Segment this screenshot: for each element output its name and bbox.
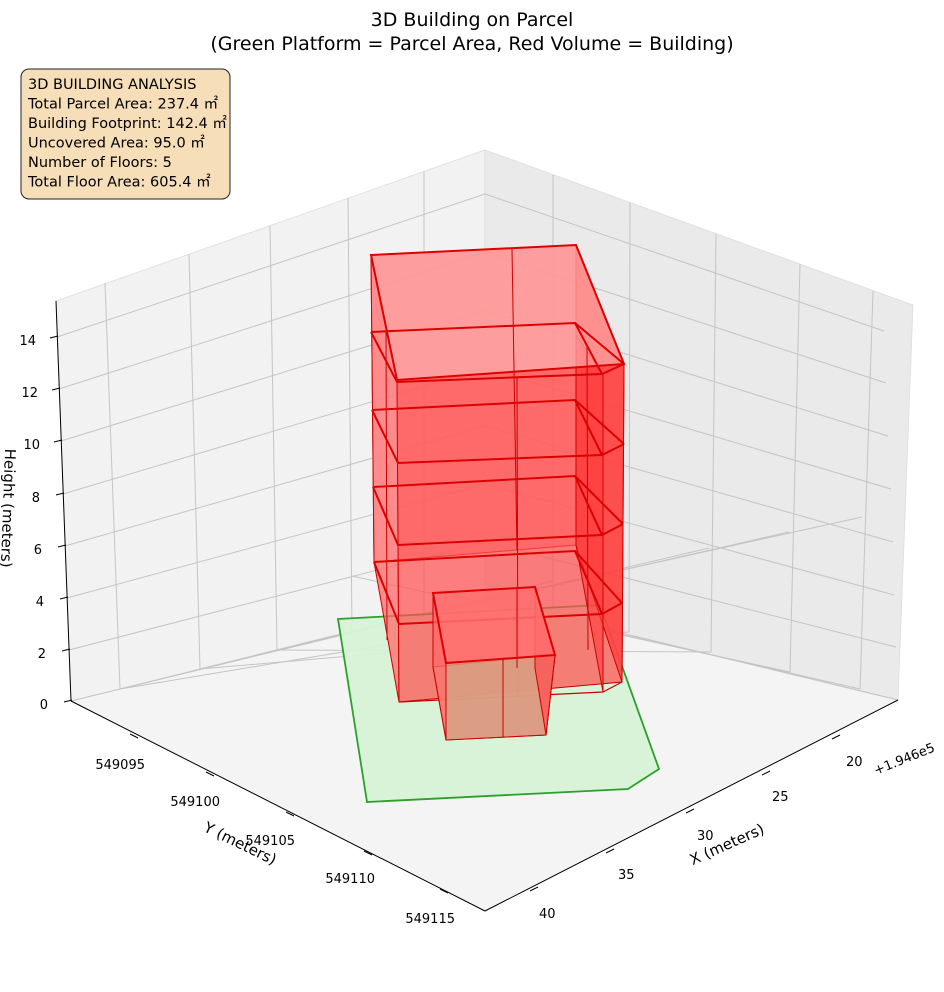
info-line-uncovered: Uncovered Area: 95.0 ㎡ [28,135,205,152]
annex-roof [431,585,557,665]
x-tick-label-20: 20 [846,755,863,770]
info-line-floors: Number of Floors: 5 [28,155,172,171]
y-tick-label-549105: 549105 [245,834,295,849]
building-main-tower [369,243,626,703]
z-tick-label-10: 10 [23,438,40,453]
tower-edge-4 [586,344,589,651]
y-grid-549095 [104,282,121,690]
y-grid-549105 [269,225,278,651]
chart-title: 3D Building on Parcel [371,9,574,31]
z-tick-mark-4 [59,596,69,600]
x-tick-mark-20 [831,734,841,740]
info-line-heading: 3D BUILDING ANALYSIS [28,77,196,93]
z-axis-line [55,300,72,702]
building-annex [431,585,557,741]
floor-ring-1-r [574,550,623,604]
y-tick-mark-2 [285,811,295,817]
info-line-parcel-area: Total Parcel Area: 237.4 ㎡ [27,96,219,113]
x-tick-label-35: 35 [618,868,635,883]
floor-ring-2-r [574,475,624,525]
info-line-floor-area: Total Floor Area: 605.4 ㎡ [27,174,211,191]
x-axis-line [484,699,899,912]
x-tick-label-30: 30 [697,829,714,844]
z-tick-label-2: 2 [38,647,46,662]
z-tick-mark-12 [51,387,61,391]
info-box-background [20,68,231,200]
axis-lines [55,300,899,912]
x-tick-mark-40 [529,886,539,892]
y-ticks: 549095 549100 549105 549110 549115 [95,733,455,927]
z-tick-mark-6 [57,544,67,548]
z-axis-label: Height (meters) [0,448,19,568]
y-grid-549110 [347,197,353,633]
y-tick-mark-1 [205,771,215,777]
floor-ring-3-r [574,399,625,445]
z-tick-mark-2 [61,648,71,652]
y-tick-mark-0 [129,733,139,739]
z-ticks: 0 2 4 6 8 10 12 14 [19,334,73,713]
tower-edge-1 [511,248,518,551]
z-tick-label-0: 0 [40,698,48,713]
z-tick-mark-14 [49,335,59,339]
z-tick-label-12: 12 [21,386,38,401]
z-tick-mark-10 [53,439,63,443]
z-tick-label-8: 8 [32,491,40,506]
tower-edge-3 [385,329,388,641]
z-tick-label-4: 4 [36,595,44,610]
x-tick-mark-25 [761,770,771,776]
z-tick-label-6: 6 [34,543,42,558]
y-grid-549100 [188,253,201,670]
y-tick-label-549115: 549115 [405,912,455,927]
z-tick-label-14: 14 [19,334,36,349]
x-tick-mark-35 [605,848,615,854]
y-tick-mark-4 [439,888,449,894]
info-line-footprint: Building Footprint: 142.4 ㎡ [28,115,227,132]
x-offset-label: +1.946e5 [872,741,937,779]
x-tick-label-25: 25 [772,790,789,805]
floor-ring-4-r [574,322,625,365]
x-grid-35 [628,201,631,633]
x-grid-20 [859,290,874,690]
x-grid-30 [710,233,717,653]
y-tick-label-549110: 549110 [325,872,375,887]
y-tick-label-549095: 549095 [95,758,145,773]
y-tick-label-549100: 549100 [170,795,220,810]
z-tick-mark-8 [55,492,65,496]
z-tick-mark-0 [63,699,73,703]
z-grid-14 [56,193,885,338]
y-axis-line [70,700,486,912]
y-tick-mark-3 [363,850,373,856]
x-tick-label-40: 40 [539,907,556,922]
x-grid-25 [789,263,801,673]
info-box: 3D BUILDING ANALYSIS Total Parcel Area: … [20,68,231,200]
x-tick-mark-30 [685,808,695,814]
x-axis-label: X (meters) [687,820,767,869]
chart-subtitle: (Green Platform = Parcel Area, Red Volum… [210,33,733,55]
